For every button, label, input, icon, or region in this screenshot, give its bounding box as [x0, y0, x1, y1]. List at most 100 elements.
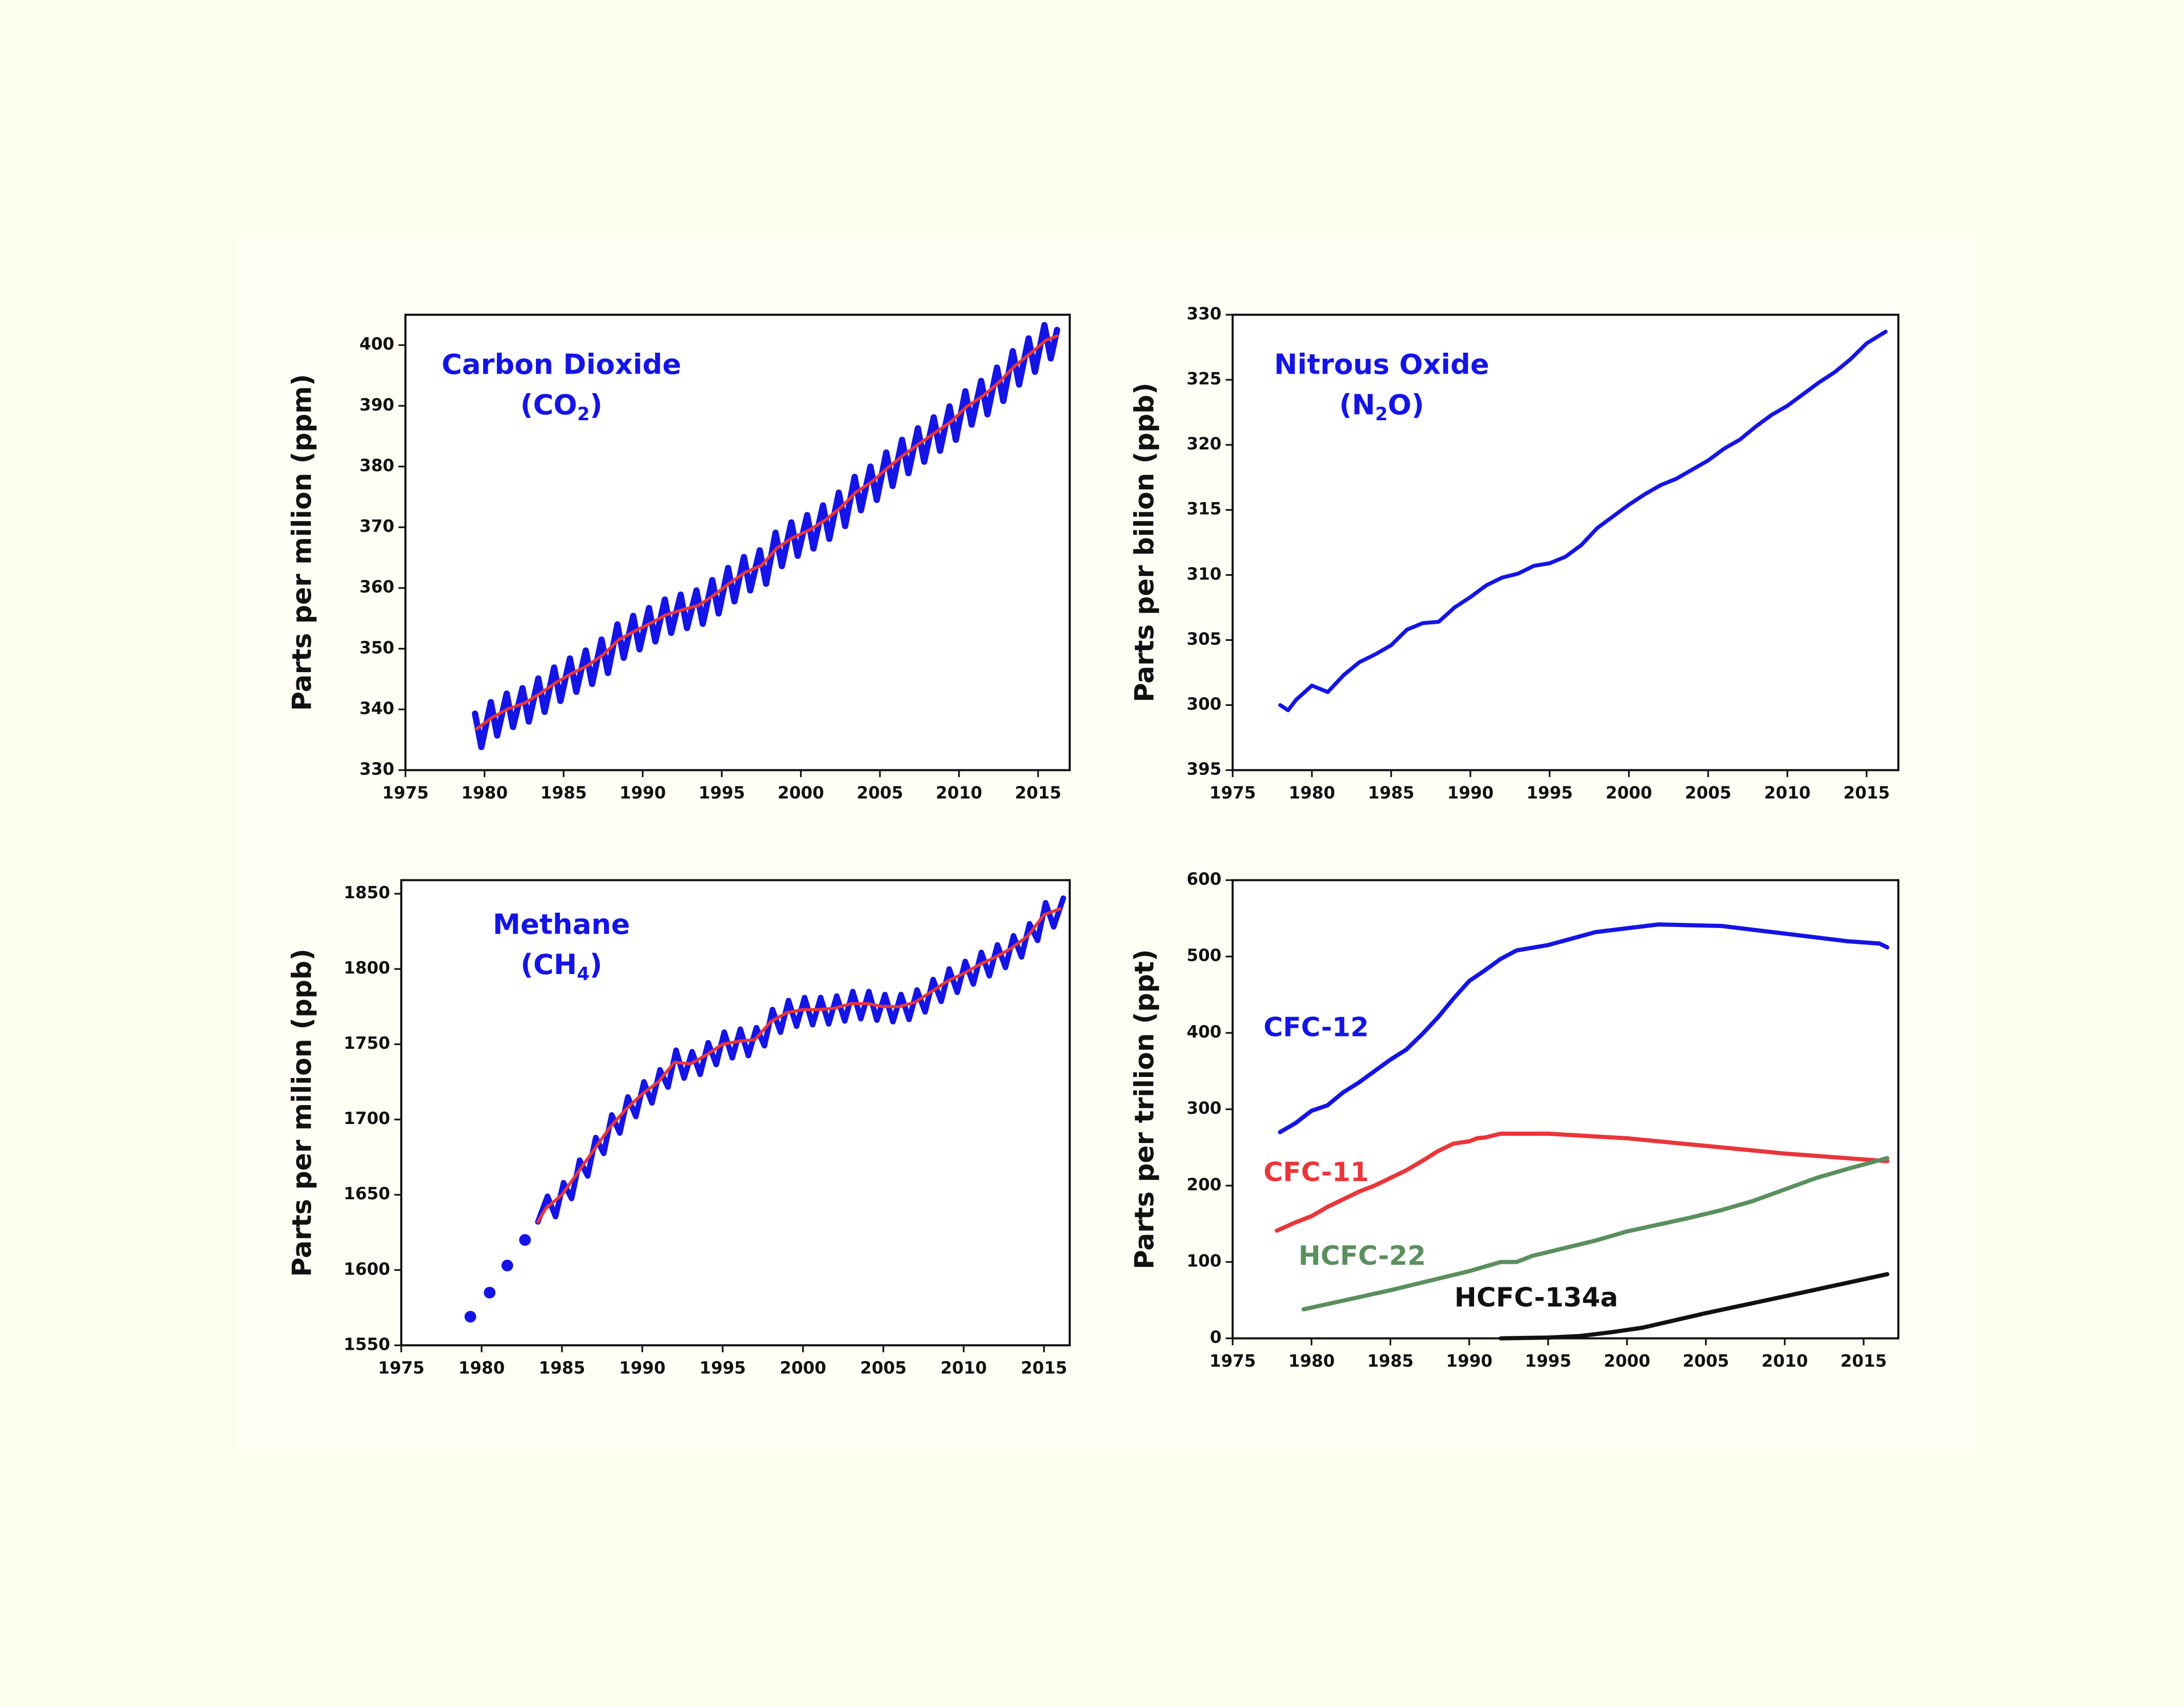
y-tick-label: 380	[359, 456, 394, 475]
y-axis-label: Parts per bilion (ppb)	[1130, 382, 1160, 702]
formula-part: 2	[1375, 404, 1388, 425]
y-tick-label: 1800	[343, 958, 390, 978]
y-tick-label: 315	[1186, 499, 1221, 519]
series-line	[1301, 1156, 1890, 1312]
x-tick-label: 2010	[1764, 783, 1811, 803]
y-tick-label: 1650	[343, 1184, 390, 1203]
y-tick-label: 340	[359, 699, 394, 718]
plot-frame	[404, 313, 1071, 771]
y-tick-label: 400	[1186, 1022, 1221, 1042]
x-tick-label: 1975	[1209, 783, 1256, 803]
series-line	[1278, 330, 1888, 712]
chart-formula: (CO2)	[521, 388, 603, 425]
plot-frame	[1231, 313, 1899, 771]
y-axis-label: Parts per milion (ppm)	[287, 374, 318, 711]
x-tick-label: 2015	[1015, 783, 1062, 803]
x-tick-label: 1995	[1525, 1351, 1571, 1371]
formula-part: (N	[1339, 388, 1375, 421]
x-tick-label: 2015	[1021, 1358, 1067, 1378]
y-tick-label: 500	[1186, 946, 1221, 965]
y-tick-label: 395	[1186, 760, 1221, 779]
x-tick-label: 2010	[940, 1358, 987, 1378]
series-line	[471, 321, 1061, 750]
plot-frame	[400, 879, 1071, 1347]
y-tick-label: 0	[1210, 1328, 1222, 1347]
series-label: CFC-11	[1264, 1157, 1369, 1188]
series-line	[1499, 1272, 1890, 1341]
x-tick-label: 2005	[860, 1358, 906, 1378]
y-tick-label: 350	[359, 638, 394, 657]
x-tick-label: 1980	[1288, 1351, 1335, 1371]
y-tick-label: 1850	[343, 883, 390, 902]
plot-frame	[1231, 879, 1899, 1340]
y-tick-label: 360	[359, 577, 394, 597]
y-tick-label: 330	[359, 760, 394, 779]
series-label: CFC-12	[1264, 1012, 1369, 1043]
series-line	[1274, 1131, 1890, 1233]
marker	[501, 1260, 513, 1271]
y-tick-label: 300	[1186, 695, 1221, 714]
x-tick-label: 2005	[1682, 1351, 1729, 1371]
marker	[464, 1311, 477, 1323]
x-tick-label: 1995	[1526, 783, 1573, 803]
x-tick-label: 1990	[1447, 783, 1494, 803]
y-tick-label: 1550	[343, 1334, 390, 1354]
x-tick-label: 2010	[1762, 1351, 1808, 1371]
x-tick-label: 1975	[1209, 1351, 1256, 1371]
chart-title: Carbon Dioxide	[442, 348, 681, 381]
x-tick-label: 1995	[699, 783, 745, 803]
y-tick-label: 1700	[343, 1109, 390, 1128]
y-tick-label: 400	[359, 334, 394, 354]
y-tick-label: 390	[359, 395, 394, 415]
series-line	[535, 895, 1066, 1225]
x-tick-label: 1985	[540, 783, 587, 803]
y-tick-label: 600	[1186, 870, 1221, 889]
x-tick-label: 2005	[857, 783, 903, 803]
series-label: HCFC-134a	[1455, 1283, 1618, 1313]
x-tick-label: 2015	[1844, 783, 1890, 803]
x-tick-label: 2005	[1685, 783, 1732, 803]
series-line	[475, 334, 1059, 730]
x-tick-label: 1990	[619, 783, 666, 803]
marker	[519, 1234, 531, 1246]
y-tick-label: 305	[1186, 629, 1221, 649]
y-tick-label: 200	[1186, 1175, 1221, 1194]
y-axis-label: Parts per trilion (ppt)	[1130, 949, 1160, 1269]
x-tick-label: 1995	[699, 1358, 746, 1378]
y-tick-label: 330	[1186, 304, 1221, 323]
x-tick-label: 1985	[1368, 783, 1415, 803]
formula-part: (CO	[521, 388, 577, 421]
chart-formula: (N2O)	[1339, 388, 1424, 425]
x-tick-label: 1975	[382, 783, 429, 803]
formula-part: 4	[577, 964, 590, 985]
x-tick-label: 1980	[459, 1358, 505, 1378]
x-tick-label: 1990	[619, 1358, 665, 1378]
y-tick-label: 100	[1186, 1251, 1221, 1271]
marker	[484, 1286, 496, 1299]
y-tick-label: 300	[1186, 1098, 1221, 1118]
x-tick-label: 1990	[1446, 1351, 1493, 1371]
x-tick-label: 1975	[378, 1358, 425, 1378]
series-line	[536, 907, 1062, 1224]
formula-part: 2	[577, 404, 590, 425]
x-tick-label: 2000	[1606, 783, 1652, 803]
y-tick-label: 370	[359, 516, 394, 536]
series-label: HCFC-22	[1299, 1241, 1426, 1271]
x-tick-label: 2015	[1841, 1351, 1887, 1371]
y-tick-label: 310	[1186, 564, 1221, 584]
y-tick-label: 320	[1186, 434, 1221, 454]
y-tick-label: 1600	[343, 1259, 390, 1279]
chart-title: Methane	[493, 908, 630, 940]
x-tick-label: 2000	[1604, 1351, 1650, 1371]
x-tick-label: 2000	[780, 1358, 826, 1378]
x-tick-label: 1980	[461, 783, 508, 803]
x-tick-label: 1985	[1367, 1351, 1414, 1371]
y-axis-label: Parts per milion (ppb)	[287, 948, 318, 1277]
series-line	[1278, 922, 1890, 1134]
chart-formula: (CH4)	[521, 948, 602, 984]
formula-part: )	[590, 388, 602, 421]
formula-part: )	[590, 948, 602, 981]
formula-part: O)	[1388, 388, 1424, 421]
y-tick-label: 1750	[343, 1033, 390, 1053]
